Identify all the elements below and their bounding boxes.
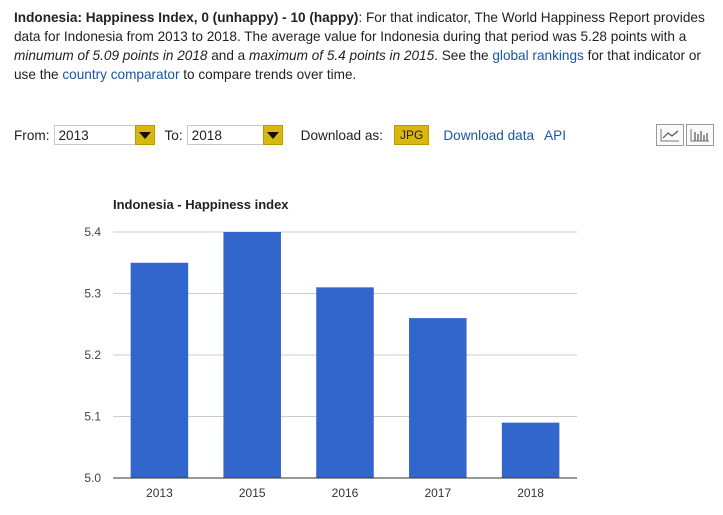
x-tick-label: 2017	[424, 486, 451, 500]
bar-2016[interactable]	[316, 287, 374, 478]
to-select[interactable]: 2018	[186, 125, 283, 145]
indicator-heading: Indonesia: Happiness Index, 0 (unhappy) …	[14, 10, 359, 25]
from-select[interactable]: 2013	[53, 125, 155, 145]
global-rankings-link[interactable]: global rankings	[492, 48, 584, 63]
minimum-text: minumum of 5.09 points in 2018	[14, 48, 208, 63]
description-middle: for that indicator or use the	[14, 48, 701, 82]
x-tick-label: 2016	[332, 486, 359, 500]
y-tick-label: 5.1	[84, 410, 101, 424]
country-comparator-link[interactable]: country comparator	[62, 67, 180, 82]
chevron-down-icon[interactable]	[262, 125, 283, 145]
from-label: From:	[14, 127, 50, 143]
chart-title: Indonesia - Happiness index	[113, 197, 289, 212]
download-data-link[interactable]: Download data	[443, 127, 535, 143]
chart-controls: From: 2013 To: 2018 Download as: JPG Dow…	[14, 124, 714, 146]
api-link[interactable]: API	[544, 127, 566, 143]
y-tick-label: 5.4	[84, 225, 101, 239]
bar-chart-button[interactable]	[686, 124, 714, 146]
x-tick-label: 2013	[146, 486, 173, 500]
from-value: 2013	[58, 127, 89, 143]
y-tick-label: 5.3	[84, 287, 101, 301]
description-end: to compare trends over time.	[179, 67, 357, 82]
chevron-down-icon[interactable]	[134, 125, 155, 145]
download-label: Download as:	[300, 127, 384, 143]
bar-2015[interactable]	[223, 232, 281, 478]
to-label: To:	[164, 127, 183, 143]
bar-2017[interactable]	[409, 318, 467, 478]
x-tick-label: 2015	[239, 486, 266, 500]
line-chart-icon	[660, 129, 679, 142]
maximum-text: maximum of 5.4 points in 2015	[249, 48, 435, 63]
y-tick-label: 5.2	[84, 348, 101, 362]
bar-2018[interactable]	[501, 422, 560, 478]
bar-2013[interactable]	[130, 262, 189, 478]
bar-chart-icon	[690, 129, 709, 142]
to-value: 2018	[191, 127, 222, 143]
line-chart-button[interactable]	[656, 124, 684, 146]
jpg-button[interactable]: JPG	[394, 125, 430, 145]
y-tick-label: 5.0	[84, 471, 101, 485]
x-tick-label: 2018	[517, 486, 544, 500]
indicator-description: Indonesia: Happiness Index, 0 (unhappy) …	[14, 8, 714, 84]
description-and: and a	[207, 48, 250, 63]
description-text-1: : For that indicator, The World Happines…	[14, 10, 705, 44]
description-see: . See the	[434, 48, 493, 63]
